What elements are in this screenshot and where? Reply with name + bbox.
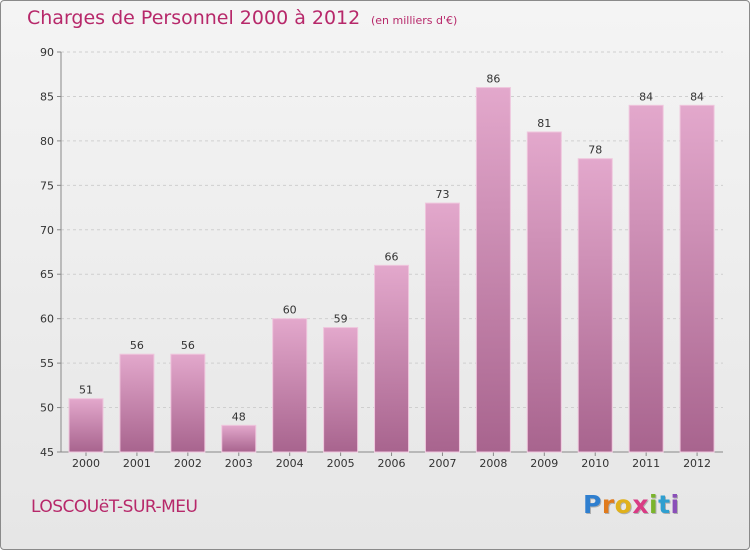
- x-tick-label: 2010: [581, 457, 609, 470]
- x-tick-label: 2009: [530, 457, 558, 470]
- x-tick-label: 2007: [428, 457, 456, 470]
- proxiti-logo[interactable]: Proxiti: [583, 490, 680, 519]
- bar: [119, 353, 155, 453]
- y-tick-label: 70: [40, 224, 54, 237]
- x-tick-label: 2004: [276, 457, 304, 470]
- bar: [475, 87, 511, 453]
- bar-value-label: 56: [181, 339, 195, 352]
- labels: 45 50 55 60 65 70 75 80 85 90 51 2000 56 2001 56 2002 48…: [40, 46, 711, 470]
- logo-letter: x: [632, 490, 649, 519]
- y-tick-label: 80: [40, 135, 54, 148]
- logo-letter: i: [670, 490, 680, 519]
- bar: [679, 104, 715, 453]
- x-tick-label: 2000: [72, 457, 100, 470]
- bar-value-label: 60: [283, 304, 297, 317]
- y-tick-label: 85: [40, 90, 54, 103]
- bar-value-label: 81: [537, 117, 551, 130]
- logo-letter: t: [658, 490, 671, 519]
- chart-subtitle: (en milliers d'€): [371, 14, 458, 27]
- x-tick-label: 2006: [378, 457, 406, 470]
- bar-value-label: 48: [232, 410, 246, 423]
- x-tick-label: 2008: [479, 457, 507, 470]
- bar-value-label: 73: [435, 188, 449, 201]
- y-tick-label: 45: [40, 446, 54, 459]
- bar-value-label: 84: [690, 90, 704, 103]
- bar-value-label: 59: [334, 313, 348, 326]
- logo-letter: r: [601, 490, 615, 519]
- bar: [577, 158, 613, 453]
- bar-value-label: 66: [385, 250, 399, 263]
- y-tick-label: 90: [40, 46, 54, 59]
- bar-value-label: 51: [79, 384, 93, 397]
- town-name: LOSCOUëT-SUR-MEU: [31, 497, 198, 517]
- bar: [628, 104, 664, 453]
- x-tick-label: 2003: [225, 457, 253, 470]
- logo-letter: P: [583, 490, 602, 519]
- x-tick-label: 2012: [683, 457, 711, 470]
- bar: [526, 131, 562, 453]
- bar: [424, 202, 460, 453]
- y-tick-label: 65: [40, 268, 54, 281]
- bar-value-label: 84: [639, 90, 653, 103]
- bar-value-label: 78: [588, 144, 602, 157]
- x-tick-label: 2001: [123, 457, 151, 470]
- bar: [272, 318, 308, 453]
- bar: [374, 264, 410, 453]
- y-tick-label: 55: [40, 357, 54, 370]
- logo-letter: o: [614, 490, 633, 519]
- bar: [323, 327, 359, 453]
- y-tick-label: 50: [40, 402, 54, 415]
- bars: [68, 87, 715, 453]
- x-tick-label: 2005: [327, 457, 355, 470]
- bar: [68, 398, 104, 453]
- chart-title: Charges de Personnel 2000 à 2012: [27, 7, 361, 29]
- bar-value-label: 56: [130, 339, 144, 352]
- y-tick-label: 75: [40, 179, 54, 192]
- x-tick-label: 2011: [632, 457, 660, 470]
- bar: [221, 424, 257, 453]
- bar: [170, 353, 206, 453]
- x-tick-label: 2002: [174, 457, 202, 470]
- y-tick-label: 60: [40, 313, 54, 326]
- logo-letter: i: [649, 490, 659, 519]
- bar-value-label: 86: [486, 73, 500, 86]
